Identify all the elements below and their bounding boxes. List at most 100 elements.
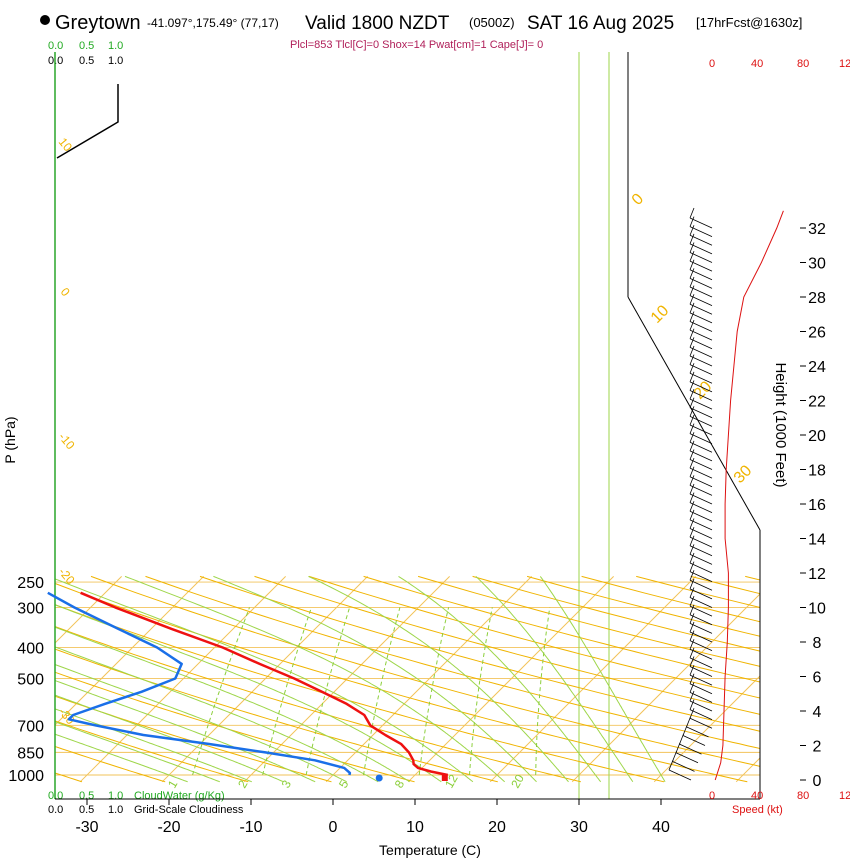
moist-adiabat [55, 708, 252, 783]
wind-barb-feather [689, 337, 695, 348]
speed-tick: 40 [751, 58, 763, 70]
height-tick-label: 14 [808, 532, 826, 549]
wind-barb-feather [689, 259, 695, 270]
cloud-water-scale-bottom: 0.0 0.5 1.0 CloudWater (g/Kg) 0.0 0.5 1.… [48, 790, 244, 816]
wind-barb-feather [689, 432, 695, 443]
cloudiness-tick: 1.0 [108, 804, 123, 816]
cloudiness-tick: 0.0 [48, 804, 63, 816]
wind-barb-feather [689, 595, 695, 607]
isotherm-line [571, 593, 760, 783]
isotherm-line [161, 576, 368, 783]
dewpoint-profile [47, 591, 352, 776]
wind-barb-feather [689, 613, 695, 624]
mixing-ratio-label: 20 [508, 772, 527, 791]
wind-speed-profile [714, 210, 784, 781]
speed-tick: 0 [709, 790, 715, 802]
mixing-ratio-line [363, 607, 401, 776]
dry-adiabat-label: -20 [56, 565, 78, 588]
height-tick-label: 8 [813, 635, 822, 652]
wind-barb [689, 321, 713, 332]
wind-barb [668, 769, 692, 781]
wind-barb-feather [689, 501, 695, 512]
wind-barb-feather [689, 673, 695, 684]
wind-barb [689, 441, 713, 453]
wind-barb-feather [689, 311, 695, 322]
wind-barb-feather [689, 457, 695, 469]
wind-barb-feather [689, 225, 695, 236]
wind-barb [689, 614, 713, 626]
wind-barb [689, 717, 713, 729]
moist-adiabat [55, 694, 284, 783]
wind-barb-feather [689, 294, 695, 305]
wind-barb [689, 571, 713, 582]
wind-barb [689, 666, 713, 677]
wind-barb-feather [689, 216, 695, 227]
speed-tick: 40 [751, 790, 763, 802]
moist-adiabat [55, 679, 316, 783]
wind-barb [689, 502, 713, 513]
wind-barb [689, 347, 713, 358]
wind-barb [689, 450, 713, 462]
wind-barb [689, 605, 713, 617]
dry-adiabat [308, 575, 760, 699]
wind-barb-feather [689, 630, 695, 641]
wind-barb [689, 640, 713, 651]
wind-barb [689, 674, 713, 686]
wind-barb [689, 338, 713, 350]
wind-barb-feather [689, 664, 695, 676]
wind-barb-feather [689, 518, 695, 529]
wind-barb-feather [689, 682, 695, 693]
wind-barb [689, 485, 713, 496]
wind-barb [689, 433, 713, 444]
wind-barb [689, 648, 713, 660]
cloudiness-tick: 1.0 [108, 55, 123, 67]
wind-barb [689, 476, 713, 488]
wind-barb-feather [689, 656, 695, 667]
wind-barb [689, 390, 713, 401]
isotherm-line [55, 576, 122, 644]
dry-adiabat [55, 604, 665, 783]
moist-adiabat [55, 578, 474, 783]
moist-adiabat [55, 721, 220, 783]
dry-adiabat [55, 671, 415, 783]
wind-barb-feather [689, 561, 695, 572]
x-tick-label: 10 [406, 819, 424, 836]
wind-barb [689, 243, 713, 255]
wind-barb-feather [689, 699, 695, 710]
dry-adiabat [417, 575, 760, 667]
wind-barb-feather [689, 345, 695, 357]
mixing-ratio-label: 1 [165, 777, 181, 790]
dry-adiabat [472, 575, 760, 652]
wind-barb [689, 416, 713, 427]
moist-adiabat [213, 575, 537, 783]
height-tick-label: 6 [813, 670, 822, 687]
height-axis-title: Height (1000 Feet) [772, 362, 789, 487]
wind-barb [689, 459, 713, 470]
cloud-water-tick: 1.0 [108, 790, 123, 802]
station-dot [40, 15, 50, 25]
height-tick-label: 18 [808, 463, 826, 480]
cloud-water-tick: 0.0 [48, 40, 63, 52]
wind-barb [689, 278, 713, 289]
temperature-axis: -30 -20 -10 0 10 20 30 40 [75, 799, 670, 836]
station-coords: -41.097°,175.49° (77,17) [147, 16, 279, 30]
wind-barb [689, 510, 713, 522]
x-axis-title: Temperature (C) [379, 842, 481, 858]
wind-barb-feather [689, 242, 695, 253]
pressure-tick-label: 400 [17, 640, 44, 657]
speed-tick: 12 [839, 58, 850, 70]
wind-barb-feather [689, 207, 695, 219]
y-axis-title: P (hPa) [2, 416, 18, 463]
x-tick-label: 20 [488, 819, 506, 836]
wind-barb-feather [689, 578, 695, 590]
valid-time: Valid 1800 NZDT [305, 13, 450, 34]
wind-barb [686, 726, 709, 738]
surface-dewpoint-marker [375, 774, 383, 782]
wind-barb-feather [689, 449, 695, 460]
dry-adiabat-label: 10 [56, 135, 76, 154]
wind-barb-feather [689, 268, 695, 279]
wind-barb-feather [689, 483, 695, 495]
dry-adiabat [90, 575, 760, 767]
dry-adiabat [145, 575, 760, 750]
wind-barb-feather [689, 414, 695, 426]
